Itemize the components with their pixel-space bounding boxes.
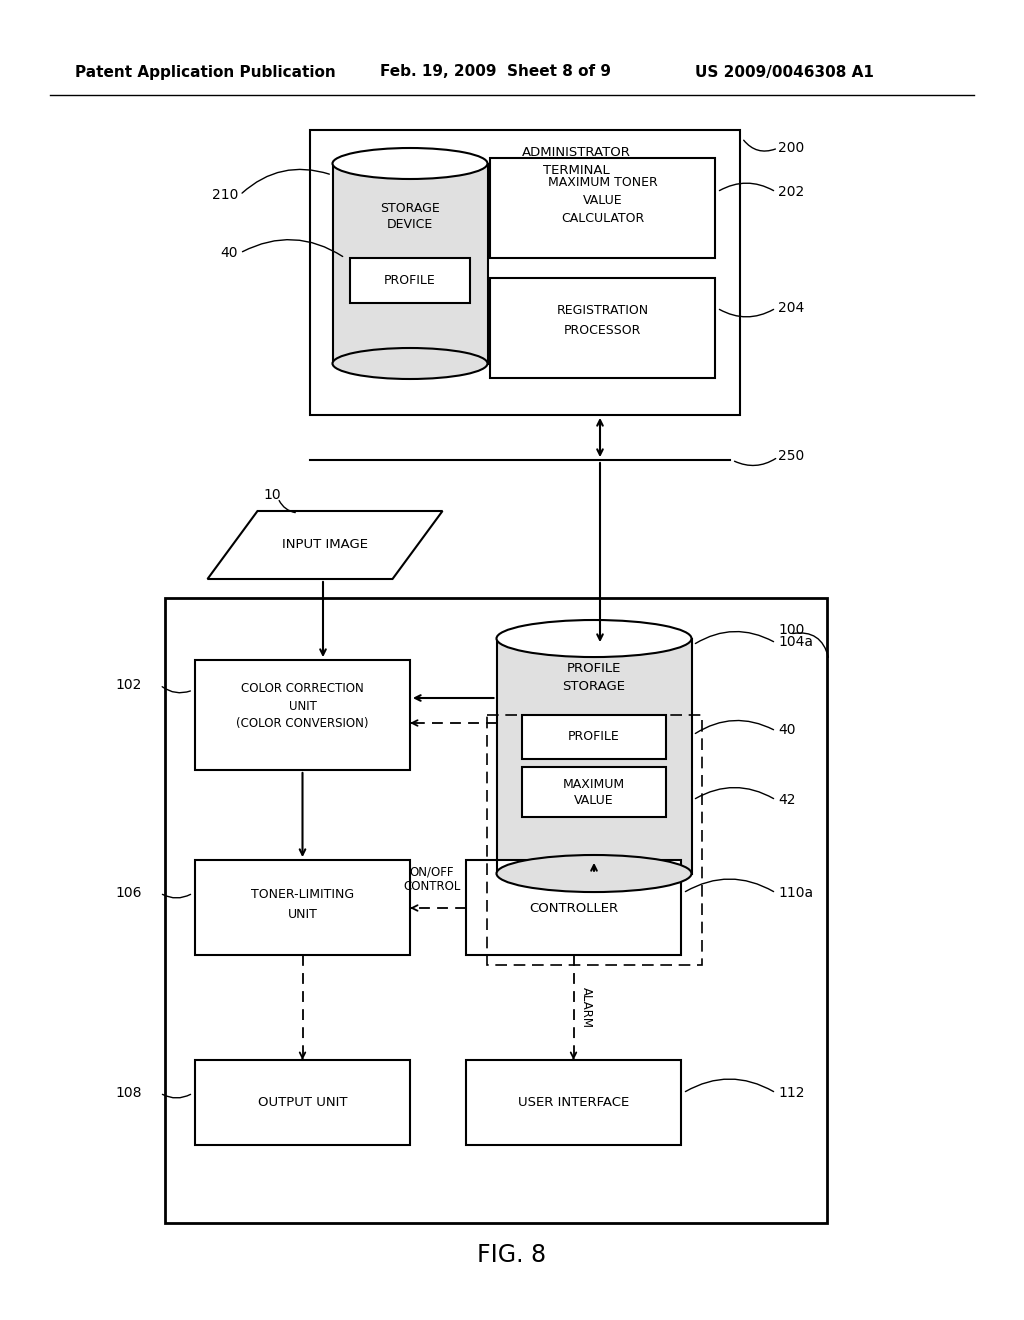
Text: UNIT: UNIT: [288, 908, 317, 921]
Bar: [195, 1060, 410, 1144]
Text: OUTPUT UNIT: OUTPUT UNIT: [258, 1097, 347, 1110]
Text: TERMINAL: TERMINAL: [543, 164, 610, 177]
Bar: [165, 598, 827, 1224]
Bar: [497, 639, 691, 874]
Text: REGISTRATION: REGISTRATION: [556, 304, 648, 317]
Text: CONTROL: CONTROL: [403, 880, 461, 894]
Text: TONER-LIMITING: TONER-LIMITING: [251, 888, 354, 902]
Text: Feb. 19, 2009  Sheet 8 of 9: Feb. 19, 2009 Sheet 8 of 9: [380, 65, 611, 79]
Text: USER INTERFACE: USER INTERFACE: [518, 1097, 629, 1110]
Bar: [522, 715, 666, 759]
Bar: [350, 257, 470, 304]
Text: CALCULATOR: CALCULATOR: [561, 213, 644, 226]
Text: MAXIMUM: MAXIMUM: [563, 777, 625, 791]
Bar: [333, 164, 487, 363]
Text: US 2009/0046308 A1: US 2009/0046308 A1: [695, 65, 873, 79]
Bar: [490, 158, 715, 257]
Text: PROFILE: PROFILE: [567, 661, 622, 675]
Text: VALUE: VALUE: [574, 793, 613, 807]
Text: FIG. 8: FIG. 8: [477, 1243, 547, 1267]
Text: 104a: 104a: [778, 635, 813, 649]
Text: 40: 40: [220, 246, 238, 260]
Text: 10: 10: [263, 488, 281, 502]
Text: Patent Application Publication: Patent Application Publication: [75, 65, 336, 79]
Bar: [466, 861, 681, 954]
Text: STORAGE: STORAGE: [380, 202, 440, 214]
Text: 210: 210: [212, 187, 238, 202]
Text: MAXIMUM TONER: MAXIMUM TONER: [548, 177, 657, 190]
Text: 100: 100: [778, 623, 805, 638]
Text: 200: 200: [778, 141, 804, 154]
Text: COLOR CORRECTION: COLOR CORRECTION: [241, 681, 364, 694]
Text: PROCESSOR: PROCESSOR: [564, 323, 641, 337]
Text: INPUT IMAGE: INPUT IMAGE: [282, 539, 368, 552]
Text: 102: 102: [116, 678, 142, 692]
Ellipse shape: [333, 148, 487, 180]
Bar: [310, 129, 740, 414]
Text: 112: 112: [778, 1086, 805, 1100]
Text: PROFILE: PROFILE: [384, 273, 436, 286]
Text: PROFILE: PROFILE: [568, 730, 620, 743]
Text: 202: 202: [778, 185, 804, 199]
Text: DEVICE: DEVICE: [387, 219, 433, 231]
Polygon shape: [208, 511, 442, 579]
Text: VALUE: VALUE: [583, 194, 623, 207]
Bar: [195, 660, 410, 770]
Text: 204: 204: [778, 301, 804, 315]
Text: ADMINISTRATOR: ADMINISTRATOR: [522, 145, 631, 158]
Bar: [486, 715, 701, 965]
Bar: [466, 1060, 681, 1144]
Text: 42: 42: [778, 793, 796, 807]
Text: CONTROLLER: CONTROLLER: [529, 902, 618, 915]
Ellipse shape: [497, 620, 691, 657]
Bar: [490, 279, 715, 378]
Text: ALARM: ALARM: [580, 987, 593, 1028]
Bar: [522, 767, 666, 817]
Text: STORAGE: STORAGE: [562, 680, 626, 693]
Text: ON/OFF: ON/OFF: [410, 866, 455, 879]
Bar: [195, 861, 410, 954]
Text: UNIT: UNIT: [289, 700, 316, 713]
Text: 250: 250: [778, 449, 804, 463]
Ellipse shape: [497, 855, 691, 892]
Text: 40: 40: [778, 723, 796, 737]
Text: 110a: 110a: [778, 886, 813, 900]
Text: (COLOR CONVERSION): (COLOR CONVERSION): [237, 718, 369, 730]
Text: 108: 108: [116, 1086, 142, 1100]
Ellipse shape: [333, 348, 487, 379]
Text: 106: 106: [116, 886, 142, 900]
